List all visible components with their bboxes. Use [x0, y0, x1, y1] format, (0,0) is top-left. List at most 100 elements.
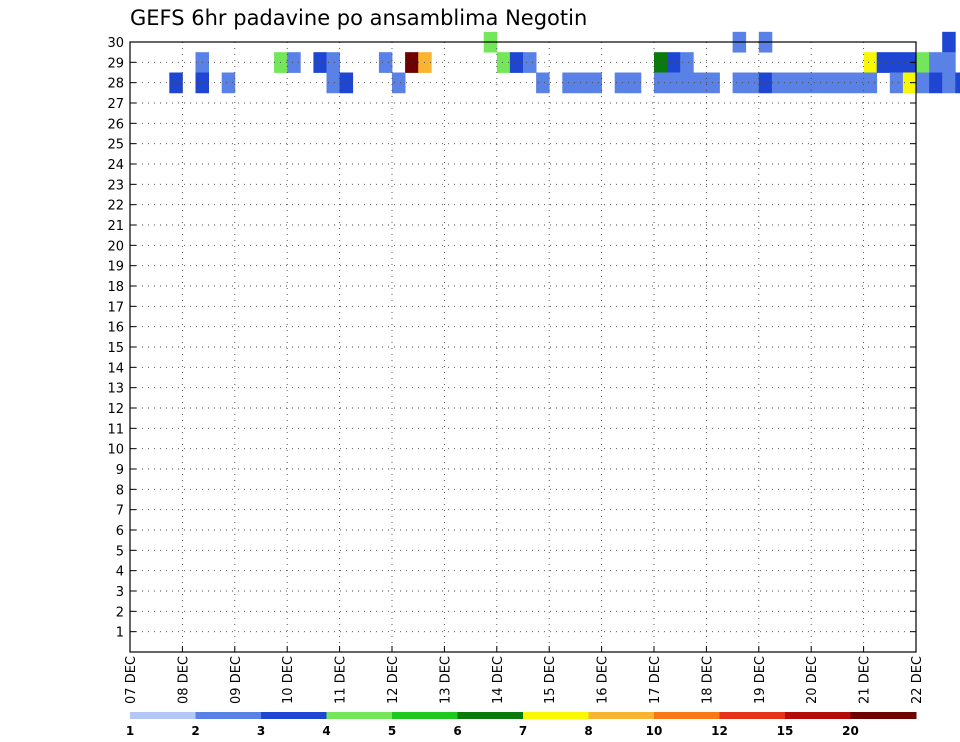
- x-tick-label: 21 DEC: [858, 656, 873, 704]
- colorbar-label: 12: [711, 724, 728, 738]
- heatmap-cell: [732, 72, 747, 94]
- heatmap-cell: [955, 72, 960, 94]
- x-tick-label: 07 DEC: [124, 656, 139, 704]
- heatmap-cell: [863, 52, 878, 73]
- y-tick-label: 8: [116, 483, 124, 498]
- heatmap-cell: [326, 52, 340, 73]
- y-tick-label: 25: [107, 138, 124, 153]
- colorbar-label: 1: [126, 724, 134, 738]
- colorbar-label: 15: [777, 724, 794, 738]
- heatmap-cell: [785, 72, 799, 94]
- colorbar-swatch: [195, 712, 262, 719]
- x-tick-label: 08 DEC: [176, 656, 191, 704]
- colorbar-label: 20: [842, 724, 859, 738]
- heatmap-cell: [824, 72, 838, 94]
- heatmap-cell: [221, 72, 236, 94]
- heatmap-cell: [588, 72, 602, 94]
- heatmap-cell: [392, 72, 406, 94]
- y-tick-label: 16: [107, 321, 124, 336]
- heatmap-cell: [667, 52, 681, 73]
- y-tick-label: 17: [107, 300, 124, 315]
- x-tick-label: 18 DEC: [700, 656, 715, 704]
- heatmap-cell: [287, 52, 301, 73]
- heatmap-cell: [667, 72, 681, 94]
- y-tick-label: 4: [116, 565, 124, 580]
- heatmap-cell: [798, 72, 812, 94]
- heatmap-cell: [902, 52, 917, 73]
- y-tick-label: 10: [107, 443, 124, 458]
- grid-lines: [129, 41, 917, 652]
- x-tick-label: 14 DEC: [491, 656, 506, 704]
- colorbar-swatch: [130, 712, 196, 719]
- x-tick-label: 10 DEC: [281, 656, 296, 704]
- heatmap-cell: [536, 72, 550, 94]
- x-tick-label: 17 DEC: [648, 656, 663, 704]
- y-tick-label: 26: [107, 117, 124, 132]
- colorbar-label: 6: [453, 724, 461, 738]
- x-tick-label: 19 DEC: [753, 656, 768, 704]
- heatmap-cell: [169, 72, 183, 94]
- y-tick-label: 1: [116, 626, 124, 641]
- y-tick-label: 23: [107, 178, 124, 193]
- heatmap-cell: [562, 72, 576, 94]
- colorbar-swatch: [523, 712, 589, 719]
- y-tick-label: 18: [107, 280, 124, 295]
- heatmap-cell: [758, 72, 773, 94]
- y-tick-label: 20: [107, 239, 124, 254]
- y-tick-label: 15: [107, 341, 124, 356]
- heatmap-cell: [614, 72, 629, 94]
- colorbar-swatch: [326, 712, 393, 719]
- x-tick-label: 13 DEC: [438, 656, 453, 704]
- heatmap-cell: [680, 72, 694, 94]
- colorbar-label: 5: [388, 724, 396, 738]
- heatmap-cell: [575, 72, 589, 94]
- x-tick-label: 16 DEC: [596, 656, 611, 704]
- y-tick-label: 13: [107, 382, 124, 397]
- heatmap-cell: [916, 72, 930, 94]
- y-tick-label: 29: [107, 56, 124, 71]
- heatmap-cell: [326, 72, 340, 94]
- colorbar-label: 2: [191, 724, 199, 738]
- colorbar-label: 3: [257, 724, 265, 738]
- y-tick-label: 28: [107, 77, 124, 92]
- y-tick-label: 14: [107, 361, 124, 376]
- heatmap-cell: [942, 72, 956, 94]
- x-tick-label: 09 DEC: [229, 656, 244, 704]
- heatmap-cell: [523, 52, 537, 73]
- y-tick-label: 9: [116, 463, 124, 478]
- heatmap-cell: [405, 52, 419, 73]
- y-axis-ticks: 1234567891011121314151617181920212223242…: [107, 36, 916, 641]
- x-tick-label: 12 DEC: [386, 656, 401, 704]
- y-tick-label: 6: [116, 524, 124, 539]
- y-tick-label: 2: [116, 605, 124, 620]
- x-tick-label: 22 DEC: [910, 656, 925, 704]
- plot-frame: [129, 41, 917, 653]
- colorbar-label: 8: [584, 724, 592, 738]
- heatmap-cell: [942, 52, 956, 73]
- heatmap-cell: [509, 52, 524, 73]
- heatmap-cell: [902, 72, 917, 94]
- heatmap-cell: [654, 52, 668, 73]
- heatmap-cell: [876, 52, 891, 73]
- x-tick-label: 11 DEC: [334, 656, 349, 704]
- colorbar-swatch: [719, 712, 786, 719]
- colorbar-swatch: [850, 712, 917, 719]
- heatmap-cell: [889, 52, 904, 73]
- colorbar-label: 4: [322, 724, 330, 738]
- heatmap-cell: [654, 72, 668, 94]
- y-tick-label: 7: [116, 504, 124, 519]
- colorbar-swatch: [654, 712, 720, 719]
- heatmap-cell: [929, 52, 943, 73]
- colorbar: 1 2 3 4 5 6 7 8 10 12 15 20: [126, 712, 917, 738]
- y-tick-label: 5: [116, 544, 124, 559]
- x-tick-label: 15 DEC: [543, 656, 558, 704]
- heatmap-cell: [313, 52, 327, 73]
- heatmap-cell: [929, 72, 943, 94]
- y-tick-label: 21: [107, 219, 124, 234]
- heatmap-cell: [680, 52, 694, 73]
- y-tick-label: 19: [107, 260, 124, 275]
- colorbar-swatch: [261, 712, 327, 719]
- colorbar-swatch: [392, 712, 458, 719]
